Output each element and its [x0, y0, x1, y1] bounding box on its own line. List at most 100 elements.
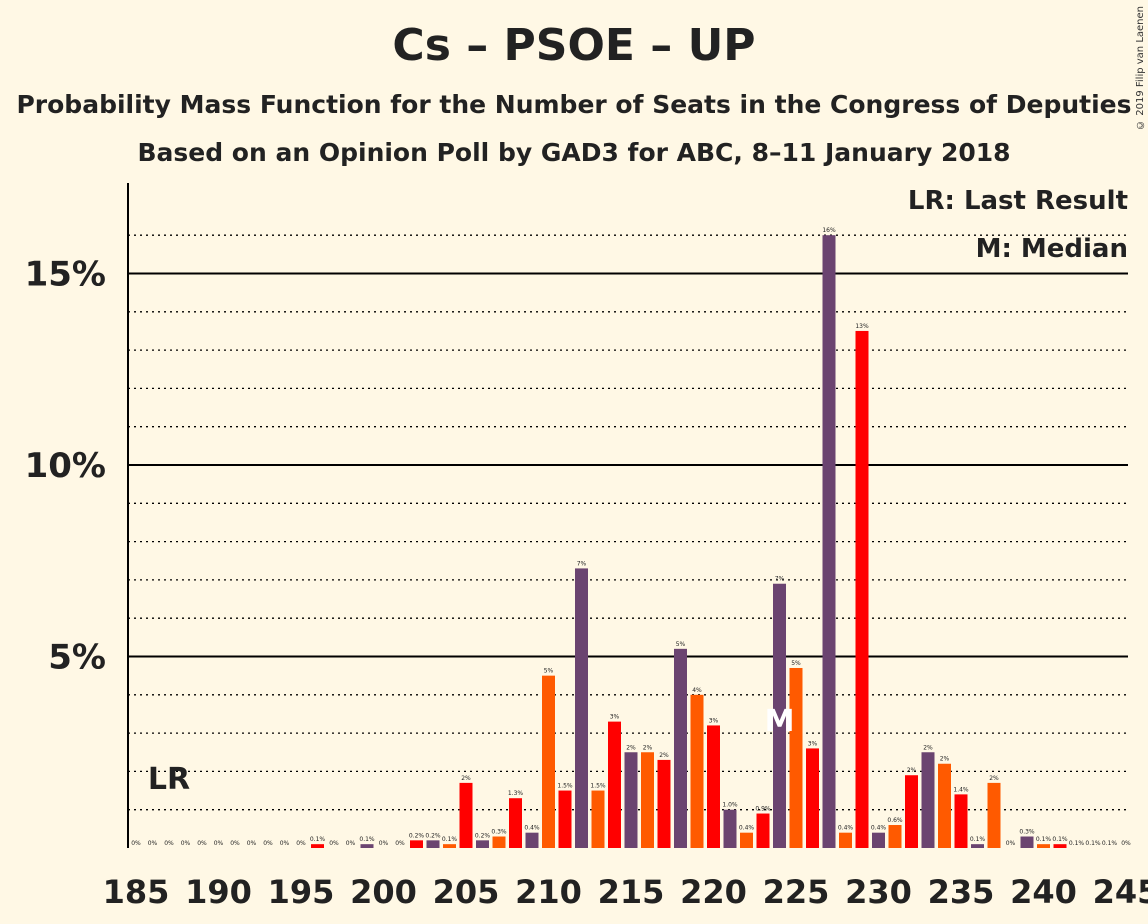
- bar-label-seat-219: 4%: [692, 687, 702, 694]
- bar-seat-237: [987, 782, 1001, 848]
- last-result-marker: LR: [148, 762, 190, 797]
- bar-seat-202: [410, 840, 423, 848]
- bar-seat-211: [558, 790, 572, 848]
- bar-seat-226: [806, 748, 819, 848]
- bar-label-seat-197: 0%: [329, 840, 339, 847]
- bar-label-seat-234: 2%: [940, 756, 950, 763]
- tick-labels: 5% 10% 15% 185 190 195 200 205 210 215 220 225 230 23…: [25, 255, 1148, 912]
- bar-seat-218: [674, 648, 687, 848]
- bar-seat-235: [954, 794, 968, 848]
- bar-seat-207: [492, 836, 506, 848]
- x-tick-label: 235: [928, 873, 995, 911]
- bar-label-seat-235: 1.4%: [953, 786, 969, 793]
- bar-label-seat-204: 0.1%: [442, 836, 458, 843]
- y-tick-label: 15%: [25, 255, 106, 295]
- bar-seat-234: [938, 763, 951, 848]
- bar-label-seat-198: 0%: [346, 840, 356, 847]
- bar-label-seat-223: 0.9%: [755, 806, 771, 813]
- bar-label-seat-201: 0%: [395, 840, 405, 847]
- bar-label-seat-228: 0.4%: [838, 825, 854, 832]
- bar-label-seat-188: 0%: [181, 840, 191, 847]
- median-marker: M: [765, 704, 795, 739]
- bar-label-seat-230: 0.4%: [871, 825, 887, 832]
- x-tick-label: 195: [268, 873, 335, 911]
- bar-seat-220: [707, 725, 720, 848]
- bar-label-seat-222: 0.4%: [739, 825, 755, 832]
- bar-seat-240: [1037, 844, 1050, 848]
- bar-label-seat-226: 3%: [808, 740, 818, 747]
- bar-seat-217: [657, 759, 671, 848]
- gridlines: [128, 234, 1128, 811]
- bar-seat-231: [888, 825, 902, 848]
- y-tick-label: 5%: [48, 638, 106, 678]
- bar-seat-233: [921, 752, 935, 848]
- bar-label-seat-245: 0%: [1121, 840, 1131, 847]
- bar-label-seat-239: 0.3%: [1019, 829, 1035, 836]
- bar-label-seat-225: 5%: [791, 660, 801, 667]
- bar-seat-227: [822, 235, 836, 848]
- bar-seat-203: [426, 840, 440, 848]
- bar-seat-232: [905, 775, 918, 848]
- bar-label-seat-229: 13%: [855, 323, 869, 330]
- bar-label-seat-240: 0.1%: [1036, 836, 1052, 843]
- bar-label-seat-232: 2%: [907, 767, 917, 774]
- bar-seat-241: [1053, 844, 1067, 848]
- legend-median: M: Median: [976, 234, 1128, 264]
- bar-label-seat-202: 0.2%: [409, 832, 425, 839]
- bar-seat-196: [311, 844, 324, 848]
- x-tick-label: 200: [350, 873, 417, 911]
- bar-value-labels: 0% 0% 0% 0% 0% 0% 0% 0% 0% 0% 0%0.1%0% 0%0.1%0% 0%0.…: [131, 227, 1131, 847]
- bar-label-seat-208: 1.3%: [508, 790, 524, 797]
- bar-label-seat-194: 0%: [280, 840, 290, 847]
- bar-label-seat-215: 2%: [626, 744, 636, 751]
- bar-label-seat-187: 0%: [164, 840, 174, 847]
- bar-label-seat-191: 0%: [230, 840, 240, 847]
- bar-label-seat-218: 5%: [676, 641, 686, 648]
- bar-label-seat-242: 0.1%: [1069, 840, 1085, 847]
- bar-label-seat-206: 0.2%: [475, 832, 491, 839]
- bar-seat-205: [459, 782, 473, 848]
- x-tick-label: 220: [680, 873, 747, 911]
- bar-label-seat-207: 0.3%: [491, 829, 507, 836]
- bar-seat-199: [360, 844, 374, 848]
- bar-label-seat-221: 1.0%: [722, 802, 738, 809]
- bar-label-seat-237: 2%: [989, 775, 999, 782]
- bar-label-seat-211: 1.5%: [557, 783, 573, 790]
- x-tick-label: 185: [103, 873, 170, 911]
- bar-seat-230: [872, 832, 885, 848]
- bar-label-seat-186: 0%: [148, 840, 158, 847]
- bar-seat-219: [690, 694, 704, 848]
- bar-seat-214: [608, 721, 621, 848]
- bars: [311, 235, 1067, 848]
- bar-label-seat-199: 0.1%: [359, 836, 375, 843]
- bar-label-seat-244: 0.1%: [1102, 840, 1118, 847]
- bar-label-seat-195: 0%: [296, 840, 306, 847]
- bar-label-seat-227: 16%: [822, 227, 836, 234]
- bar-seat-228: [839, 832, 852, 848]
- x-tick-label: 205: [433, 873, 500, 911]
- bar-label-seat-216: 2%: [643, 744, 653, 751]
- bar-label-seat-203: 0.2%: [425, 832, 441, 839]
- bar-label-seat-233: 2%: [923, 744, 933, 751]
- chart-subtitle-source: Based on an Opinion Poll by GAD3 for ABC…: [137, 138, 1011, 167]
- bar-seat-213: [591, 790, 605, 848]
- legend-last-result: LR: Last Result: [908, 186, 1128, 216]
- bar-label-seat-238: 0%: [1006, 840, 1016, 847]
- x-tick-label: 240: [1010, 873, 1077, 911]
- bar-label-seat-220: 3%: [709, 717, 719, 724]
- bar-seat-212: [575, 568, 588, 848]
- bar-label-seat-200: 0%: [379, 840, 389, 847]
- bar-seat-236: [971, 844, 984, 848]
- bar-seat-204: [443, 844, 456, 848]
- bar-label-seat-212: 7%: [577, 560, 587, 567]
- bar-label-seat-205: 2%: [461, 775, 471, 782]
- x-tick-label: 215: [598, 873, 665, 911]
- bar-label-seat-213: 1.5%: [590, 783, 606, 790]
- bar-label-seat-217: 2%: [659, 752, 669, 759]
- chart-title: Cs – PSOE – UP: [392, 20, 756, 71]
- bar-label-seat-224: 7%: [775, 576, 785, 583]
- bar-seat-221: [723, 809, 737, 848]
- x-tick-label: 245: [1093, 873, 1148, 911]
- bar-label-seat-192: 0%: [247, 840, 257, 847]
